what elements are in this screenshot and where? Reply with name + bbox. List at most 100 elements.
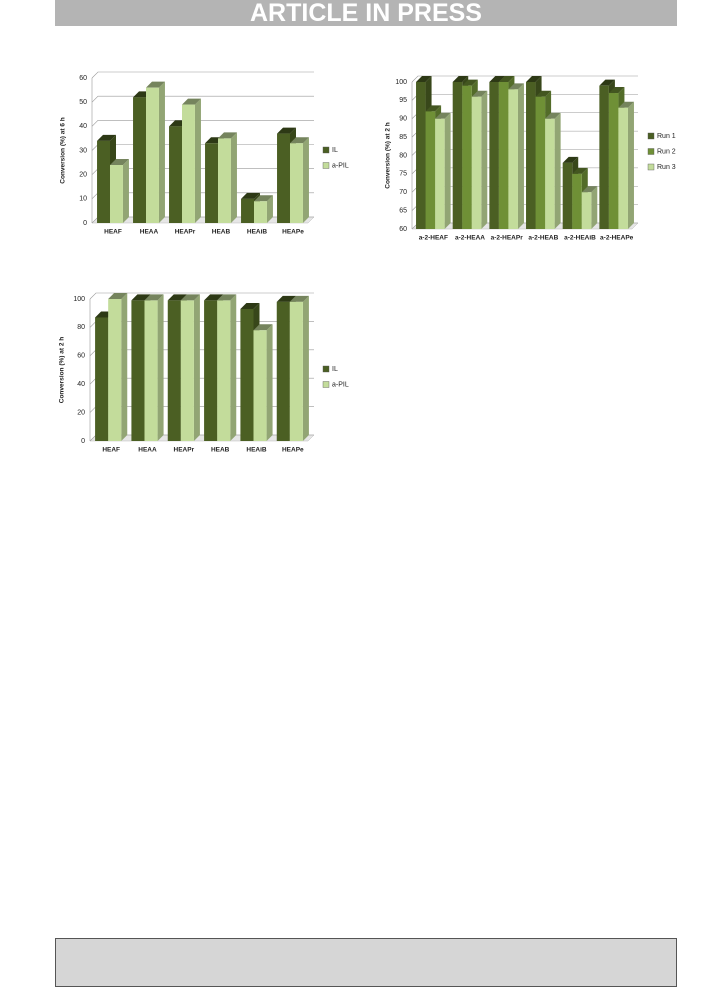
y-tick-label: 20 [79,172,87,179]
legend-swatch [647,148,655,155]
y-tick-label: 60 [77,353,85,360]
bar-top [489,76,505,82]
bar-top [146,81,165,88]
bar-top [144,294,164,301]
bar-front [131,300,145,441]
y-tick-label: 80 [77,324,85,331]
y-tick-label: 75 [399,171,407,178]
bar-top [425,105,442,112]
bar-top [204,294,224,301]
legend-swatch [322,365,330,373]
bar-front [435,118,445,229]
bar-side [302,295,309,441]
bar [471,90,488,229]
bar-top [471,90,488,97]
bar-top [253,324,273,331]
bar-top [240,302,260,309]
bar-top [254,195,273,202]
bar-top [562,156,579,163]
legend-label: Run 2 [657,148,676,155]
bar-top [217,294,237,301]
x-tick-label: HEAA [138,447,157,454]
y-axis-label: Conversion (%) at 2 h [385,122,392,188]
bar [110,159,129,223]
bar-side [554,112,561,229]
grid-line [91,95,314,103]
legend-swatch [322,146,330,154]
bar-front [508,89,518,229]
bar-top [572,167,588,174]
bar-front [452,82,463,229]
legend-swatch [322,381,330,388]
bar-front [97,140,110,223]
y-tick-label: 70 [399,189,407,196]
bar-side [157,294,164,441]
bar-top [545,112,561,119]
bar-front [180,300,194,441]
bar-top [289,295,309,302]
bar [618,101,634,229]
legend-swatch [647,132,655,140]
legend-label: Run 3 [657,164,676,171]
bar-top [462,79,478,86]
bar-front [489,82,499,229]
bar-top [608,87,625,94]
y-tick-label: 50 [79,99,87,106]
bar-front [95,317,109,441]
bar [581,186,598,229]
bar-top [241,192,260,199]
y-tick-label: 85 [399,134,407,141]
bar [254,195,273,223]
banner: ARTICLE IN PRESS [55,0,677,26]
x-tick-label: a-2-HEAA [455,235,485,242]
bar-top [110,159,129,165]
bar-top [180,294,200,301]
bar-front [241,198,254,223]
bar-front [169,126,182,223]
bar-front [581,192,592,229]
chart: 0 10 20 30 40 50 60 Conversion (%) at 6 h HEAF HE… [60,71,349,236]
x-tick-label: HEAiB [246,447,267,454]
legend-swatch [647,163,655,171]
bar [144,294,164,441]
bar-top [416,76,432,82]
bar-side [158,81,165,224]
bar-front [182,104,195,223]
y-tick-label: 100 [395,79,407,86]
bar-side [481,90,488,229]
legend-label: IL [332,147,338,154]
grid-line [91,71,314,79]
bar-side [230,294,237,441]
y-tick-label: 90 [399,116,407,123]
bar-side [627,101,634,229]
bar-top [526,76,542,82]
bar [508,83,524,229]
bar [435,112,451,229]
bar-top [435,112,451,119]
bar-front [254,201,267,223]
bar-side [230,132,237,223]
legend-label: Run 1 [657,133,676,140]
bar-side [517,83,524,229]
bar-top [167,294,187,301]
bar-front [240,308,254,441]
x-tick-label: HEAA [140,229,159,236]
bar-front [416,82,426,229]
bar-side [591,186,598,229]
y-tick-label: 60 [399,226,407,233]
bar-front [277,133,290,223]
bar [290,137,309,223]
x-tick-label: HEAPe [282,447,304,454]
bar-front [218,138,231,223]
bar-side [193,294,200,441]
bar-top [618,101,634,108]
bar-side [122,159,129,223]
bar-front [290,143,303,223]
y-tick-label: 40 [79,123,87,130]
bar-front [133,97,146,223]
bar [289,295,309,441]
bar-top [277,127,296,134]
bar-front [618,107,628,229]
